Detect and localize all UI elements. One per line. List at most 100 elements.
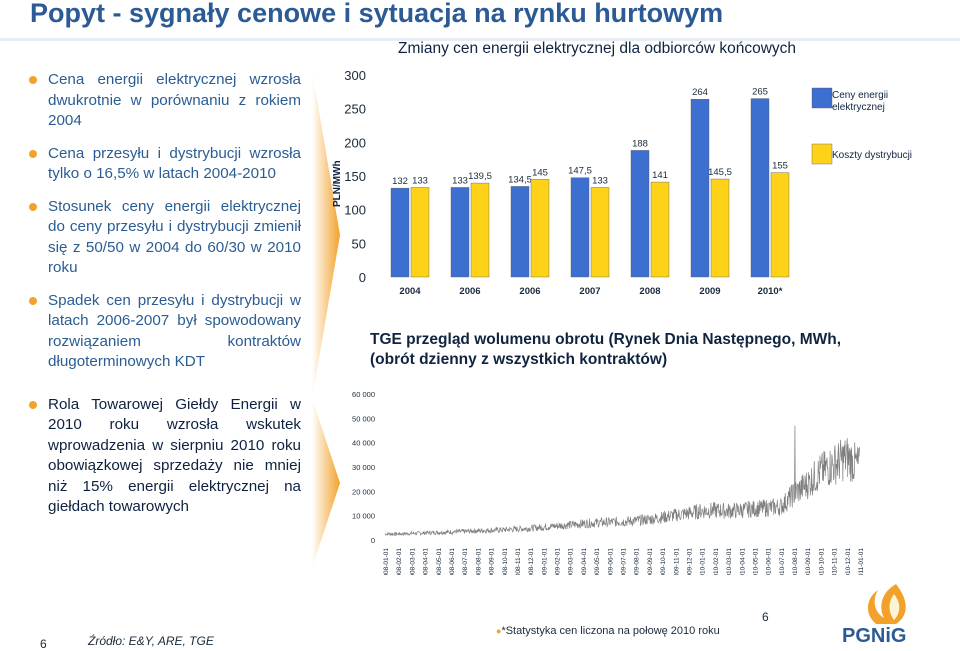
- legend-label: Koszty dystrybucji: [832, 150, 912, 161]
- x-tick-label: 2008-06-01: [449, 548, 456, 575]
- bar-energy-price: [570, 177, 590, 278]
- x-tick-label: 2008-12-01: [528, 548, 535, 575]
- x-tick-label: 2006: [519, 286, 540, 297]
- x-tick-label: 2009-10-01: [660, 548, 667, 575]
- bullet-dot-icon: [29, 202, 37, 211]
- x-tick-label: 2009-12-01: [686, 548, 693, 575]
- x-tick-label: 2010-05-01: [752, 548, 759, 575]
- bar-value-label: 188: [632, 138, 648, 149]
- footnote-text: *Statystyka cen liczona na połowę 2010 r…: [501, 625, 720, 637]
- bar-chart: PLN/MWh 0 50 100 150 200 250 300 2004 132 133 2006 1…: [332, 68, 912, 297]
- x-tick-label: 2009-03-01: [568, 548, 575, 575]
- y-tick-label: 300: [344, 68, 366, 83]
- y-tick-label: 30 000: [352, 463, 375, 472]
- x-tick-label: 2010-02-01: [713, 548, 720, 575]
- bar-distribution-cost: [770, 172, 790, 278]
- y-tick-label: 0: [371, 536, 375, 545]
- x-tick-label: 2010-12-01: [845, 548, 852, 575]
- x-tick-label: 2009-05-01: [594, 548, 601, 575]
- bullet-dot-icon: [29, 296, 37, 305]
- x-tick-label: 2009-07-01: [621, 548, 628, 575]
- x-tick-label: 2009: [699, 286, 720, 297]
- bar-distribution-cost: [590, 187, 610, 278]
- x-tick-label: 2008-02-01: [396, 548, 403, 575]
- x-tick-label: 2010-04-01: [739, 548, 746, 575]
- bar-energy-price: [750, 98, 770, 278]
- bar-distribution-cost: [470, 182, 490, 278]
- bullet-dot-icon: [29, 149, 37, 158]
- y-tick-label: 40 000: [352, 439, 375, 448]
- bar-value-label: 147,5: [568, 166, 592, 177]
- x-tick-label: 2010-01-01: [700, 548, 707, 575]
- bar-value-label: 145,5: [708, 167, 732, 178]
- bullet-dot-icon: [29, 76, 37, 84]
- bar-energy-price: [510, 186, 530, 278]
- pgnig-logo-text: PGNiG: [842, 625, 906, 646]
- bullet-item: Cena energii elektrycznej wzrosła dwukro…: [26, 70, 301, 132]
- bullet-item: Spadek cen przesyłu i dystrybucji w lata…: [26, 291, 301, 373]
- bar-value-label: 141: [652, 170, 668, 181]
- x-tick-label: 2010-08-01: [792, 548, 799, 575]
- x-tick-label: 2007: [579, 286, 600, 297]
- y-tick-label: 100: [344, 203, 366, 218]
- bar-value-label: 139,5: [468, 171, 492, 182]
- y-axis-label: PLN/MWh: [332, 160, 343, 207]
- y-tick-label: 20 000: [352, 487, 375, 496]
- y-tick-label: 200: [344, 135, 366, 150]
- y-tick-label: 250: [344, 102, 366, 117]
- legend-label-cont: elektrycznej: [832, 102, 885, 113]
- bar-distribution-cost: [710, 178, 730, 278]
- tge-chart: 0 10 000 20 000 30 000 40 000 50 000 60 000 200…: [352, 390, 865, 575]
- center-page-number: 6: [762, 610, 769, 624]
- x-tick-label: 2010*: [758, 286, 783, 297]
- bar-energy-price: [630, 150, 650, 278]
- x-tick-label: 2004: [399, 286, 421, 297]
- x-tick-label: 2009-09-01: [647, 548, 654, 575]
- bullet-item: Rola Towarowej Giełdy Energii w 2010 rok…: [26, 395, 301, 518]
- y-tick-label: 50 000: [352, 414, 375, 423]
- bar-value-label: 134,5: [508, 174, 532, 185]
- bullet-text: Cena energii elektrycznej wzrosła dwukro…: [48, 71, 301, 129]
- x-tick-label: 2010-09-01: [805, 548, 812, 575]
- x-tick-label: 2009-08-01: [634, 548, 641, 575]
- pgnig-logo: PGNiG: [834, 580, 944, 651]
- y-tick-label: 0: [359, 270, 366, 285]
- bar-energy-price: [450, 187, 470, 278]
- bar-distribution-cost: [410, 187, 430, 278]
- y-tick-label: 50: [352, 236, 366, 251]
- bullet-dot-icon: [29, 400, 37, 409]
- x-tick-label: 2010-06-01: [766, 548, 773, 575]
- footnote-dot-icon: ●: [496, 626, 502, 636]
- bar-value-label: 132: [392, 176, 408, 187]
- x-tick-label: 2010-07-01: [779, 548, 786, 575]
- volume-series-line: [384, 425, 860, 537]
- x-tick-label: 2008-11-01: [515, 548, 522, 575]
- x-tick-label: 2008-03-01: [409, 548, 416, 575]
- bullet-text: Cena przesyłu i dystrybucji wzrosła tylk…: [48, 144, 301, 183]
- page-number: 6: [40, 637, 47, 651]
- x-tick-label: 2011-01-01: [858, 548, 865, 575]
- bar-value-label: 155: [772, 161, 788, 172]
- legend-swatch: [811, 87, 833, 109]
- bullet-text: Stosunek ceny energii elektrycznej do ce…: [48, 197, 301, 277]
- footnote: ●*Statystyka cen liczona na połowę 2010 …: [496, 625, 720, 637]
- y-tick-label: 150: [344, 169, 366, 184]
- bar-value-label: 145: [532, 167, 548, 178]
- x-tick-label: 2008: [639, 286, 660, 297]
- bar-value-label: 133: [452, 175, 468, 186]
- bar-value-label: 264: [692, 87, 708, 98]
- bar-distribution-cost: [530, 179, 550, 278]
- x-tick-label: 2009-06-01: [607, 548, 614, 575]
- bar-value-label: 133: [592, 175, 608, 186]
- arrow-right-icon: [312, 70, 340, 400]
- legend-label: Ceny energii: [832, 90, 888, 101]
- x-tick-label: 2008-09-01: [489, 548, 496, 575]
- source-note: Źródło: E&Y, ARE, TGE: [88, 634, 214, 648]
- x-tick-label: 2006: [459, 286, 480, 297]
- x-tick-label: 2008-08-01: [475, 548, 482, 575]
- bar-energy-price: [390, 187, 410, 278]
- bar-distribution-cost: [650, 181, 670, 278]
- x-tick-label: 2010-10-01: [818, 548, 825, 575]
- x-tick-label: 2009-04-01: [581, 548, 588, 575]
- x-tick-label: 2009-11-01: [673, 548, 680, 575]
